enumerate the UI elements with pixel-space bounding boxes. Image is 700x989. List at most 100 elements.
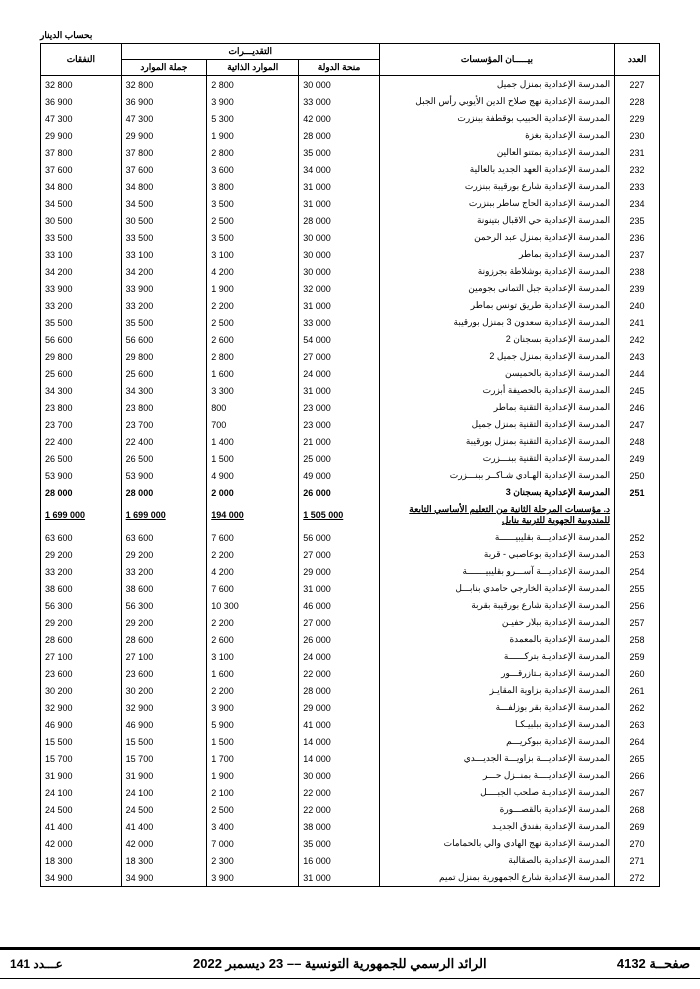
table-cell: المدرسة الإعداديـــة بزاويـــة الجديـــد… [379, 750, 614, 767]
table-row: 241المدرسة الإعدادية سعدون 3 بمنزل بورقي… [41, 314, 660, 331]
table-cell: المدرسة الإعدادية بوعاصبي - قربة [379, 546, 614, 563]
table-row: 237المدرسة الإعدادية بماطر30 0003 10033 … [41, 246, 660, 263]
table-cell: 27 100 [121, 648, 207, 665]
table-cell: المدرسة الإعدادية بالحصيفة أبزرت [379, 382, 614, 399]
table-cell: 34 800 [121, 178, 207, 195]
table-cell: المدرسة الإعدادية شارع بورقيبة ببنزرت [379, 178, 614, 195]
table-cell: 33 200 [121, 297, 207, 314]
table-row: 265المدرسة الإعداديـــة بزاويـــة الجديـ… [41, 750, 660, 767]
table-cell: 3 900 [207, 93, 299, 110]
table-cell: 1 900 [207, 127, 299, 144]
table-cell: 37 600 [121, 161, 207, 178]
table-cell: المدرسة الإعدادية الحاج ساطر ببنزرت [379, 195, 614, 212]
table-cell: المدرسة الإعدادية ببوكريـــم [379, 733, 614, 750]
table-cell: 249 [615, 450, 660, 467]
table-cell: 800 [207, 399, 299, 416]
table-cell: 4 200 [207, 563, 299, 580]
table-cell: 3 900 [207, 869, 299, 887]
table-cell: 2 300 [207, 852, 299, 869]
table-cell: 38 000 [299, 818, 380, 835]
table-cell: 1 600 [207, 365, 299, 382]
table-cell: 1 600 [207, 665, 299, 682]
table-cell: 194 000 [207, 501, 299, 529]
table-cell: 1 900 [207, 767, 299, 784]
table-cell: 2 200 [207, 614, 299, 631]
table-cell: 25 600 [41, 365, 122, 382]
table-cell: 41 400 [41, 818, 122, 835]
table-cell: 30 200 [121, 682, 207, 699]
table-cell: 30 000 [299, 229, 380, 246]
table-cell: 41 400 [121, 818, 207, 835]
table-cell: 28 000 [121, 484, 207, 501]
table-cell: المدرسة الإعدادية بمنزل عبد الرحمن [379, 229, 614, 246]
table-cell: 34 900 [41, 869, 122, 887]
table-cell: 63 600 [121, 529, 207, 546]
table-cell: 28 600 [41, 631, 122, 648]
table-cell: 34 200 [41, 263, 122, 280]
table-cell: 23 800 [121, 399, 207, 416]
table-cell: 10 300 [207, 597, 299, 614]
table-cell: 260 [615, 665, 660, 682]
header-idx: العدد [615, 44, 660, 76]
table-cell: 18 300 [121, 852, 207, 869]
table-cell: 262 [615, 699, 660, 716]
table-cell: 42 000 [299, 110, 380, 127]
table-cell: المدرسة الإعدادية جبل التمانى بجومين [379, 280, 614, 297]
table-cell: 34 800 [41, 178, 122, 195]
table-row: 248المدرسة الإعدادية التقنية بمنزل بورقي… [41, 433, 660, 450]
page-content: بحساب الدينار العدد بيـــــان المؤسسات ا… [0, 0, 700, 907]
table-cell: 56 000 [299, 529, 380, 546]
table-cell: 33 900 [121, 280, 207, 297]
table-cell: 31 000 [299, 869, 380, 887]
table-cell: 241 [615, 314, 660, 331]
table-cell: المدرسة الإعدادية التقنية بمنزل جميل [379, 416, 614, 433]
header-expenses: النفقات [41, 44, 122, 76]
table-cell: 235 [615, 212, 660, 229]
table-cell: 30 000 [299, 767, 380, 784]
table-cell: المدرسة الإعدادية سعدون 3 بمنزل بورقيبة [379, 314, 614, 331]
footer-page-num: 4132 [617, 956, 646, 971]
table-cell: 237 [615, 246, 660, 263]
table-cell: المدرسة الإعدادية التقنية بماطر [379, 399, 614, 416]
table-cell: 31 900 [41, 767, 122, 784]
table-cell: 3 600 [207, 161, 299, 178]
table-cell: 32 000 [299, 280, 380, 297]
footer-issue: عـــدد 141 [10, 957, 63, 971]
table-cell: 1 500 [207, 450, 299, 467]
table-cell: 35 000 [299, 144, 380, 161]
table-row: 249المدرسة الإعدادية التقنية ببنـــزرت25… [41, 450, 660, 467]
table-row: 266المدرسة الإعداديــــة بمنــزل حـــر30… [41, 767, 660, 784]
table-row: 230المدرسة الإعدادية بغزة28 0001 90029 9… [41, 127, 660, 144]
table-cell: د. مؤسسات المرحلة الثانية من التعليم الأ… [379, 501, 614, 529]
table-cell: 56 300 [41, 597, 122, 614]
table-cell: 56 600 [41, 331, 122, 348]
table-cell: المدرسة الإعدادية بمتنو العالين [379, 144, 614, 161]
table-cell: المدرسة الإعدادية نهج الهادي والي بالحما… [379, 835, 614, 852]
table-cell: المدرسة الإعدادية بفندق الجديـد [379, 818, 614, 835]
table-cell: 32 900 [41, 699, 122, 716]
table-cell: 255 [615, 580, 660, 597]
table-cell: 251 [615, 484, 660, 501]
table-cell: 253 [615, 546, 660, 563]
table-cell: 3 800 [207, 178, 299, 195]
table-cell: 26 500 [121, 450, 207, 467]
table-cell: المدرسة الإعدادية شارع الجمهورية بمنزل ت… [379, 869, 614, 887]
footer-issue-num: 141 [10, 957, 30, 971]
table-row: 228المدرسة الإعدادية نهج صلاح الدين الأي… [41, 93, 660, 110]
table-cell: 36 900 [41, 93, 122, 110]
table-cell: 26 000 [299, 484, 380, 501]
table-cell: 29 200 [41, 614, 122, 631]
table-cell: 33 100 [41, 246, 122, 263]
table-cell: 1 400 [207, 433, 299, 450]
table-cell: 56 300 [121, 597, 207, 614]
table-cell: 34 300 [41, 382, 122, 399]
table-cell: 42 000 [121, 835, 207, 852]
table-cell: المدرسة الإعدادية شارع بورقيبة بقربة [379, 597, 614, 614]
table-cell: 33 000 [299, 93, 380, 110]
table-cell: المدرسة الإعدادية بغزة [379, 127, 614, 144]
table-cell: 15 700 [121, 750, 207, 767]
table-cell: 31 900 [121, 767, 207, 784]
table-cell: المدرسة الإعدادية نهج صلاح الدين الأيوبي… [379, 93, 614, 110]
table-cell: 37 800 [41, 144, 122, 161]
table-row: 267المدرسة الإعداديـة صلحب الجبــــل22 0… [41, 784, 660, 801]
